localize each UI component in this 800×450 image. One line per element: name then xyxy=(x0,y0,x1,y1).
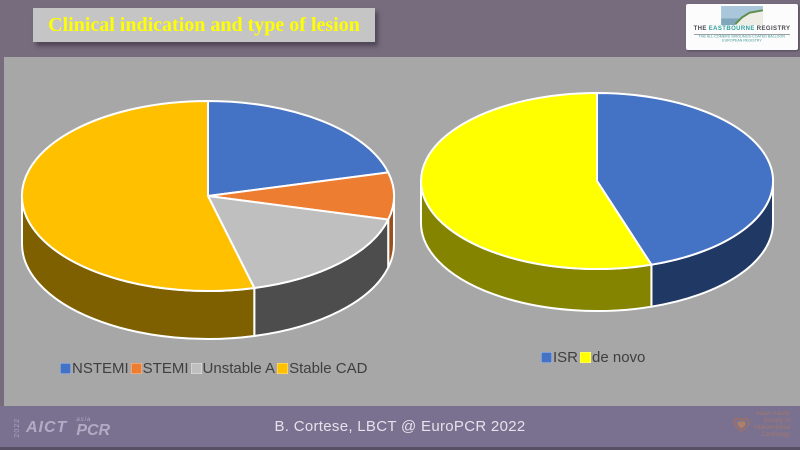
legend-item-nstemi: NSTEMI xyxy=(60,360,129,377)
pie-slice-stable-cad xyxy=(20,100,256,292)
legend-item-isr: ISR xyxy=(541,349,578,366)
left-pie-legend: NSTEMI STEMI Unstable A Stable CAD xyxy=(60,360,367,377)
legend-label: de novo xyxy=(592,349,646,366)
legend-swatch-stemi xyxy=(130,363,142,374)
asia-label: asia xyxy=(76,417,92,423)
legend-label: ISR xyxy=(553,349,579,366)
legend-swatch-unstable-a xyxy=(190,363,202,374)
legend-swatch-isr xyxy=(541,352,552,363)
eastbourne-title-prefix: THE xyxy=(693,26,707,32)
pie-slice-nstemi xyxy=(207,100,390,197)
aict-pcr-logo: 2022 AICT asia PCR xyxy=(14,413,110,443)
legend-item-de-novo: de novo xyxy=(580,349,645,366)
eastbourne-title-suffix: REGISTRY xyxy=(756,26,791,32)
legend-label: STEMI xyxy=(142,360,189,377)
apsic-line: Cardiology xyxy=(761,431,790,438)
legend-swatch-nstemi xyxy=(60,363,71,374)
pie-slice-isr xyxy=(596,92,774,266)
footer-bottom-edge xyxy=(0,447,800,450)
eastbourne-subtitle-line1: THE ALL-COMERS SIROLIMUS-COATED BALLOON xyxy=(698,34,786,39)
apsic-line: Society of xyxy=(763,417,790,424)
heart-icon xyxy=(733,418,750,433)
pie-slice-de-novo xyxy=(420,92,653,270)
footer-bar: 2022 AICT asia PCR B. Cortese, LBCT @ Eu… xyxy=(0,406,800,450)
apsic-line: Interventional xyxy=(753,424,790,431)
eastbourne-subtitle-line2: EUROPEAN REGISTRY xyxy=(722,39,762,44)
title-bar: Clinical indication and type of lesion xyxy=(33,8,375,42)
apsic-line: Asian Pacific xyxy=(755,411,790,417)
legend-label: NSTEMI xyxy=(72,360,129,377)
eastbourne-title-highlight: EASTBOURNE xyxy=(708,26,755,32)
eastbourne-registry-logo: THE EASTBOURNE REGISTRY THE ALL-COMERS SIR… xyxy=(686,4,798,50)
asia-pcr-wordmark: asia PCR xyxy=(76,417,110,439)
apsic-text-lines: Asian Pacific Society of Interventional … xyxy=(754,411,790,439)
legend-swatch-stable-cad xyxy=(277,363,289,374)
pcr-label: PCR xyxy=(76,422,111,439)
eastbourne-cliff-photo-icon xyxy=(721,6,764,25)
eastbourne-logo-title: THE EASTBOURNE REGISTRY xyxy=(693,26,791,35)
legend-label: Stable CAD xyxy=(289,360,368,377)
apsic-logo: Asian Pacific Society of Interventional … xyxy=(732,411,790,439)
legend-swatch-de-novo xyxy=(580,352,592,363)
aict-wordmark: AICT xyxy=(26,419,68,436)
footer-credit-text: B. Cortese, LBCT @ EuroPCR 2022 xyxy=(274,418,526,435)
page-title: Clinical indication and type of lesion xyxy=(48,13,360,36)
legend-item-stable-cad: Stable CAD xyxy=(277,360,367,377)
legend-item-stemi: STEMI xyxy=(130,360,189,377)
right-pie-legend: ISR de novo xyxy=(541,349,645,366)
legend-label: Unstable A xyxy=(202,360,276,377)
pie-slice-unstable-a xyxy=(207,195,390,289)
legend-item-unstable-a: Unstable A xyxy=(190,360,276,377)
